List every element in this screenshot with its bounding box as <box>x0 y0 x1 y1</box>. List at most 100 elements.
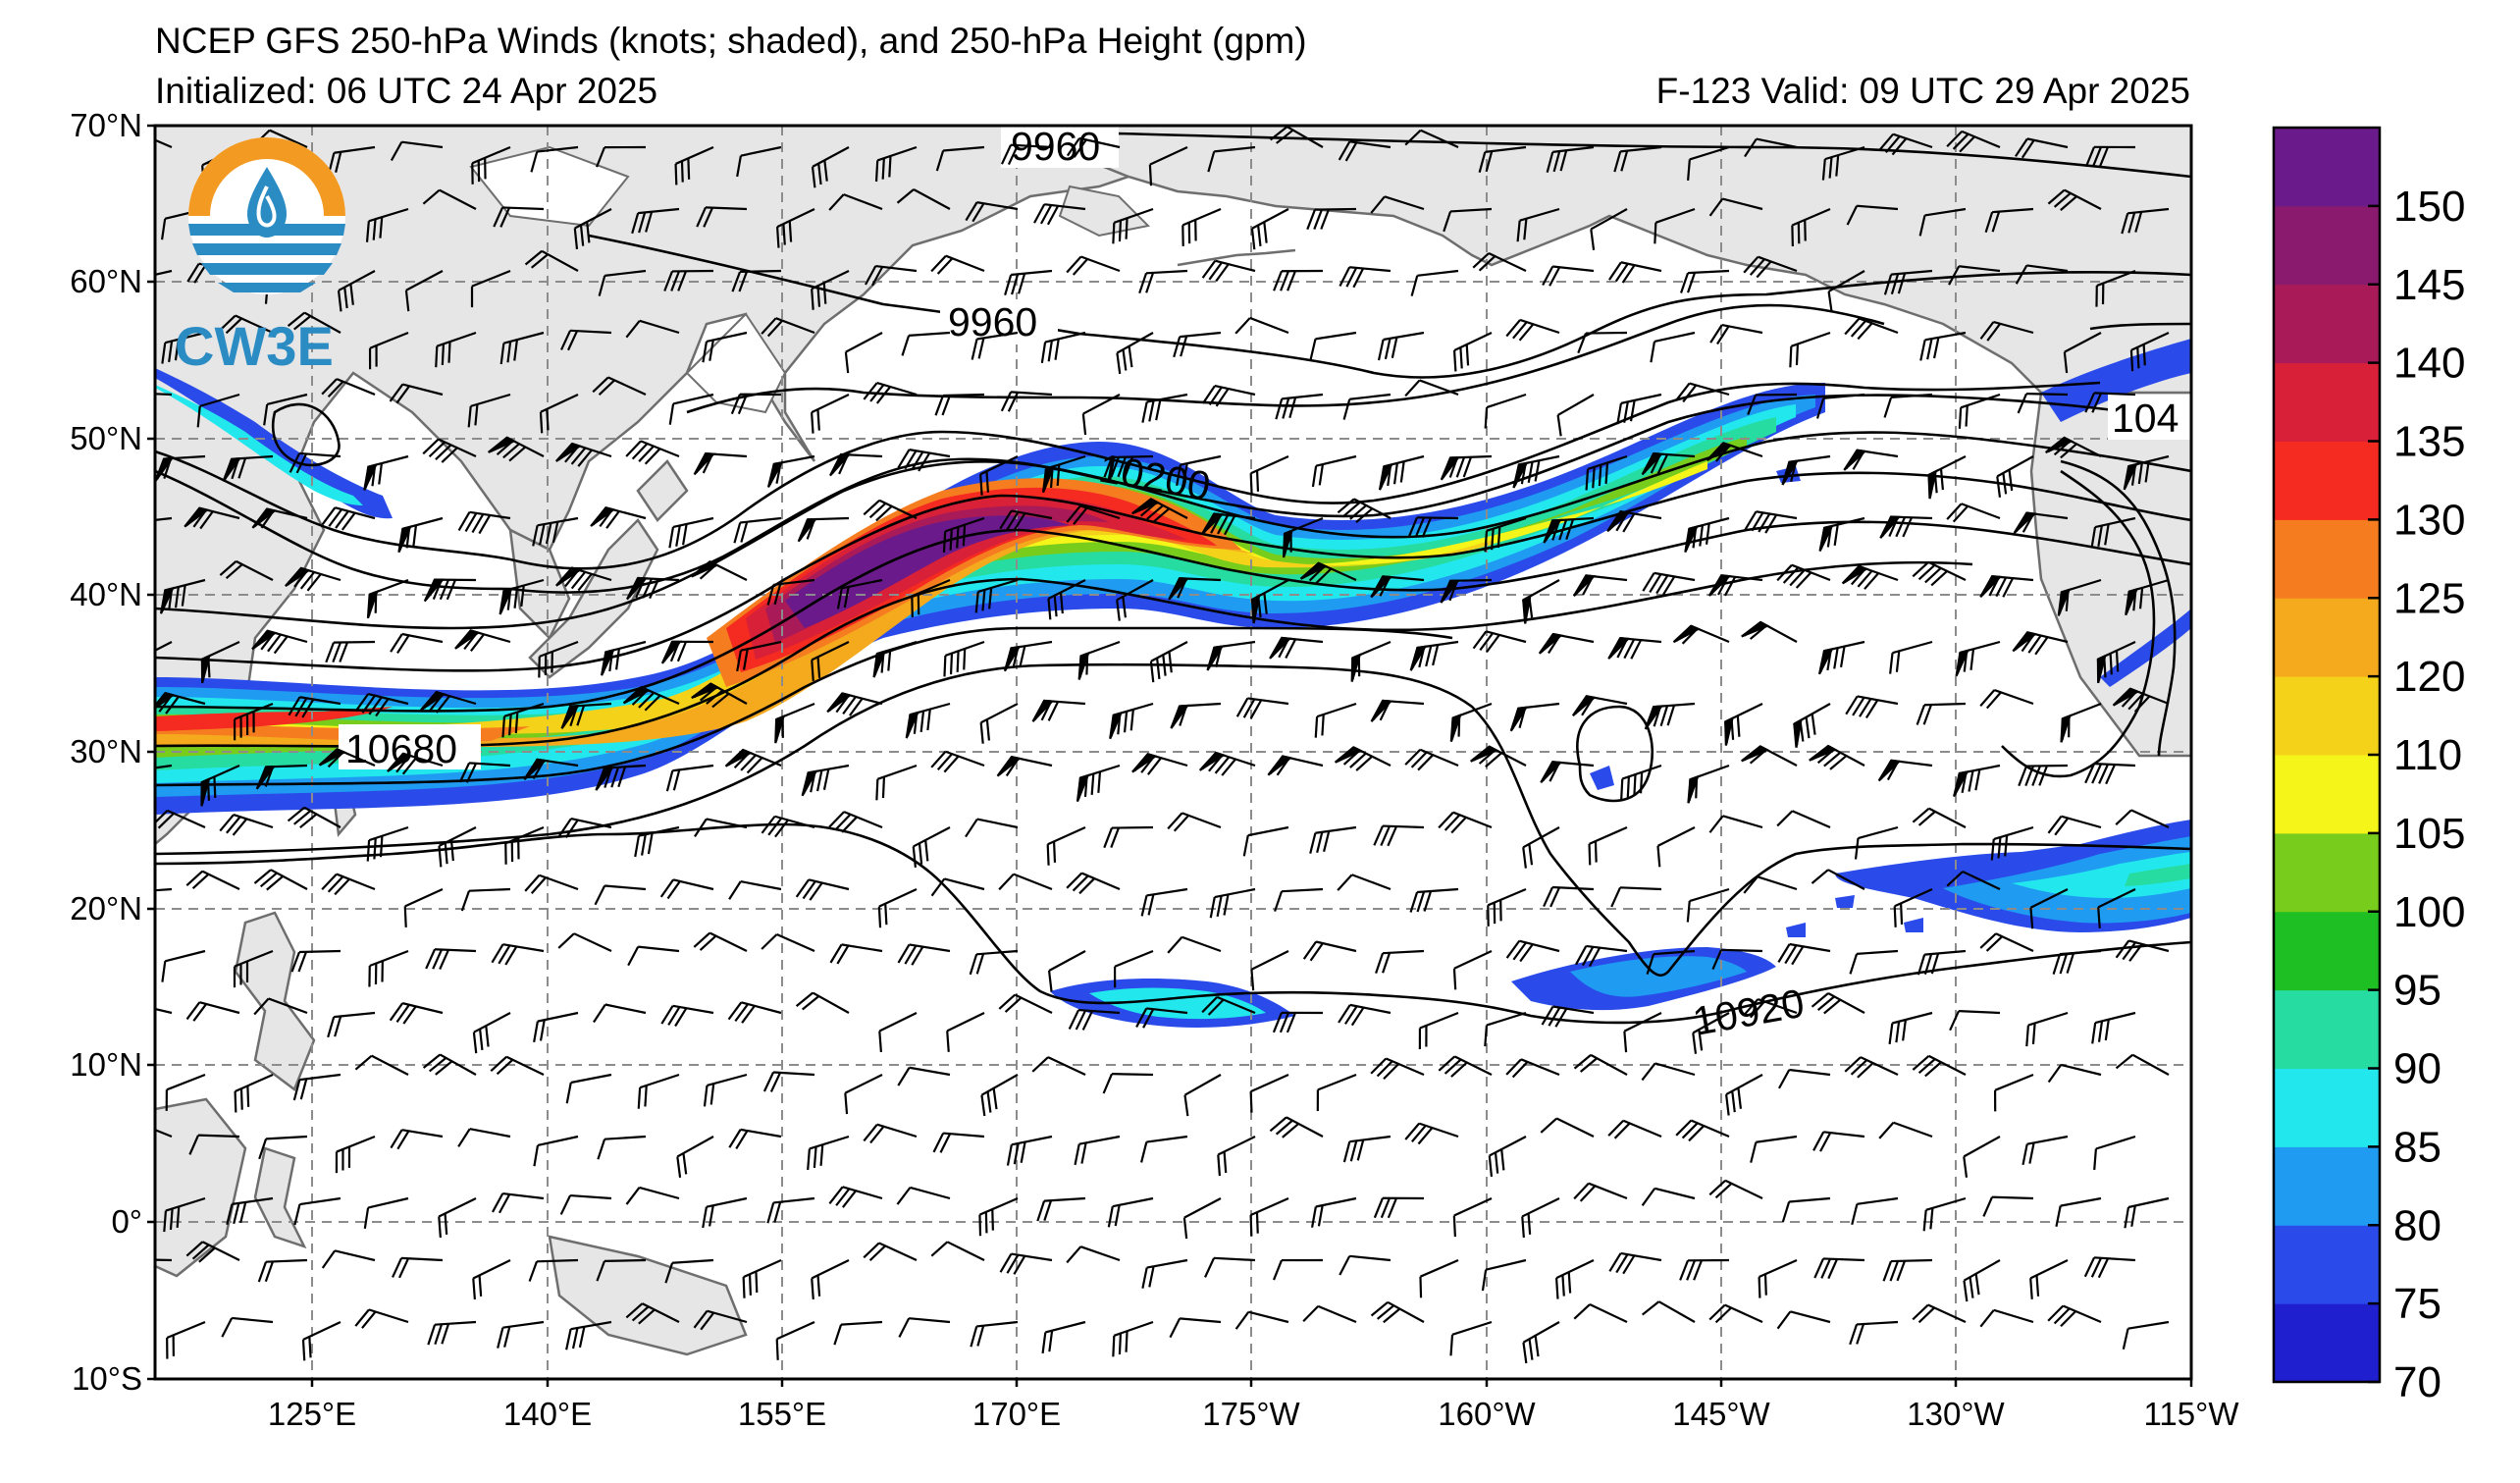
wind-barb <box>501 702 545 738</box>
colorbar-label: 150 <box>2393 183 2465 231</box>
wind-barb <box>930 750 985 773</box>
wind-barb <box>1209 887 1256 919</box>
wind-barb <box>1778 1068 1831 1089</box>
wind-barb <box>1440 454 1493 481</box>
wind-barb <box>774 702 815 744</box>
wind-barb <box>2095 269 2136 307</box>
wind-barb <box>196 393 240 428</box>
wind-barb <box>1066 872 1121 895</box>
wind-barb <box>1827 270 1865 313</box>
colorbar-swatch <box>2274 989 2380 1069</box>
wind-barb <box>200 641 240 684</box>
wind-barb <box>660 640 714 664</box>
wind-barb <box>263 393 308 426</box>
wind-barb <box>1339 266 1391 289</box>
wind-barb <box>1068 1008 1121 1031</box>
wind-barb <box>257 1258 308 1283</box>
wind-barb <box>488 436 545 462</box>
wind-barb <box>1817 640 1865 675</box>
wind-barb <box>1948 265 2001 286</box>
wind-barb <box>435 331 477 368</box>
colorbar-swatch <box>2274 1068 2380 1147</box>
wind-barb <box>2125 578 2170 616</box>
wind-barb <box>1912 1303 1967 1324</box>
wind-barb <box>1201 259 1256 283</box>
wind-barb <box>472 1012 511 1054</box>
wind-barb <box>1234 1310 1289 1330</box>
map-title: NCEP GFS 250-hPa Winds (knots; shaded), … <box>155 21 1307 61</box>
wind-barb <box>1743 998 1798 1019</box>
wind-barb <box>1311 1196 1357 1228</box>
wind-barb <box>728 880 782 900</box>
wind-barb <box>1250 208 1289 250</box>
wind-barb <box>1588 825 1628 866</box>
wind-barb <box>592 376 647 397</box>
wind-barb <box>1183 1074 1222 1117</box>
wind-barb <box>539 394 579 434</box>
wind-barb <box>163 1196 206 1233</box>
wind-barb <box>1036 1196 1086 1222</box>
wind-barb <box>530 145 579 173</box>
wind-barb <box>492 1192 545 1214</box>
wind-barb <box>971 331 1019 360</box>
wind-barb <box>1370 1057 1425 1081</box>
colorbar-swatch <box>2274 676 2380 756</box>
wind-barb <box>1309 331 1357 360</box>
wind-barb <box>2060 702 2102 743</box>
wind-barb <box>1207 145 1256 173</box>
wind-barb <box>1103 825 1154 849</box>
wind-barb <box>1516 207 1560 242</box>
wind-barb <box>1955 640 2001 677</box>
wind-barb <box>292 1073 341 1101</box>
wind-barb <box>1370 575 1425 599</box>
wind-barb <box>184 506 240 530</box>
wind-barb <box>1744 510 1798 534</box>
wind-barb <box>159 578 206 614</box>
wind-barb <box>1642 571 1696 596</box>
wind-barb <box>590 506 647 529</box>
wind-barb <box>471 145 511 185</box>
wind-barb <box>1484 1011 1527 1047</box>
wind-barb <box>1505 318 1560 342</box>
wind-barb <box>1846 204 1899 226</box>
wind-barb <box>1543 885 1595 908</box>
wind-barb <box>366 825 409 862</box>
wind-barb <box>1140 1135 1188 1163</box>
wind-barb <box>1692 1012 1730 1054</box>
wind-barb <box>1041 1320 1086 1353</box>
wind-barb <box>2083 1256 2136 1279</box>
wind-barb <box>1404 748 1459 771</box>
wind-barb <box>1169 1317 1222 1339</box>
wind-barb <box>321 506 376 531</box>
wind-barb <box>2096 641 2136 684</box>
wind-barb <box>736 145 782 178</box>
wind-barb <box>554 442 612 467</box>
wind-barb <box>1946 130 2001 153</box>
wind-barb <box>1650 331 1696 363</box>
wind-barb <box>166 1320 206 1359</box>
wind-barb <box>1916 949 1967 976</box>
colorbar-label: 90 <box>2393 1045 2441 1093</box>
wind-barb <box>155 392 173 397</box>
wind-barb <box>1725 1074 1763 1116</box>
wind-barb <box>833 1320 883 1346</box>
wind-barb <box>285 566 341 592</box>
wind-barb <box>337 270 376 312</box>
wind-barb <box>557 932 612 952</box>
wind-barb <box>1316 1073 1357 1111</box>
wind-barb <box>1234 316 1289 335</box>
wind-barb <box>1811 869 1865 890</box>
colorbar-swatch <box>2274 284 2380 364</box>
wind-barb <box>766 1196 815 1224</box>
wind-barb <box>2122 1320 2170 1350</box>
wind-barb <box>826 692 883 716</box>
wind-barb <box>596 1258 647 1282</box>
wind-barb <box>797 516 850 543</box>
wind-barb <box>1672 624 1730 645</box>
wind-barb <box>538 640 579 678</box>
wind-barb <box>1946 503 2001 523</box>
wind-barb <box>1585 454 1628 491</box>
wind-barb <box>1200 512 1256 536</box>
wind-barb <box>1438 1055 1493 1078</box>
wind-barb <box>2057 578 2102 616</box>
